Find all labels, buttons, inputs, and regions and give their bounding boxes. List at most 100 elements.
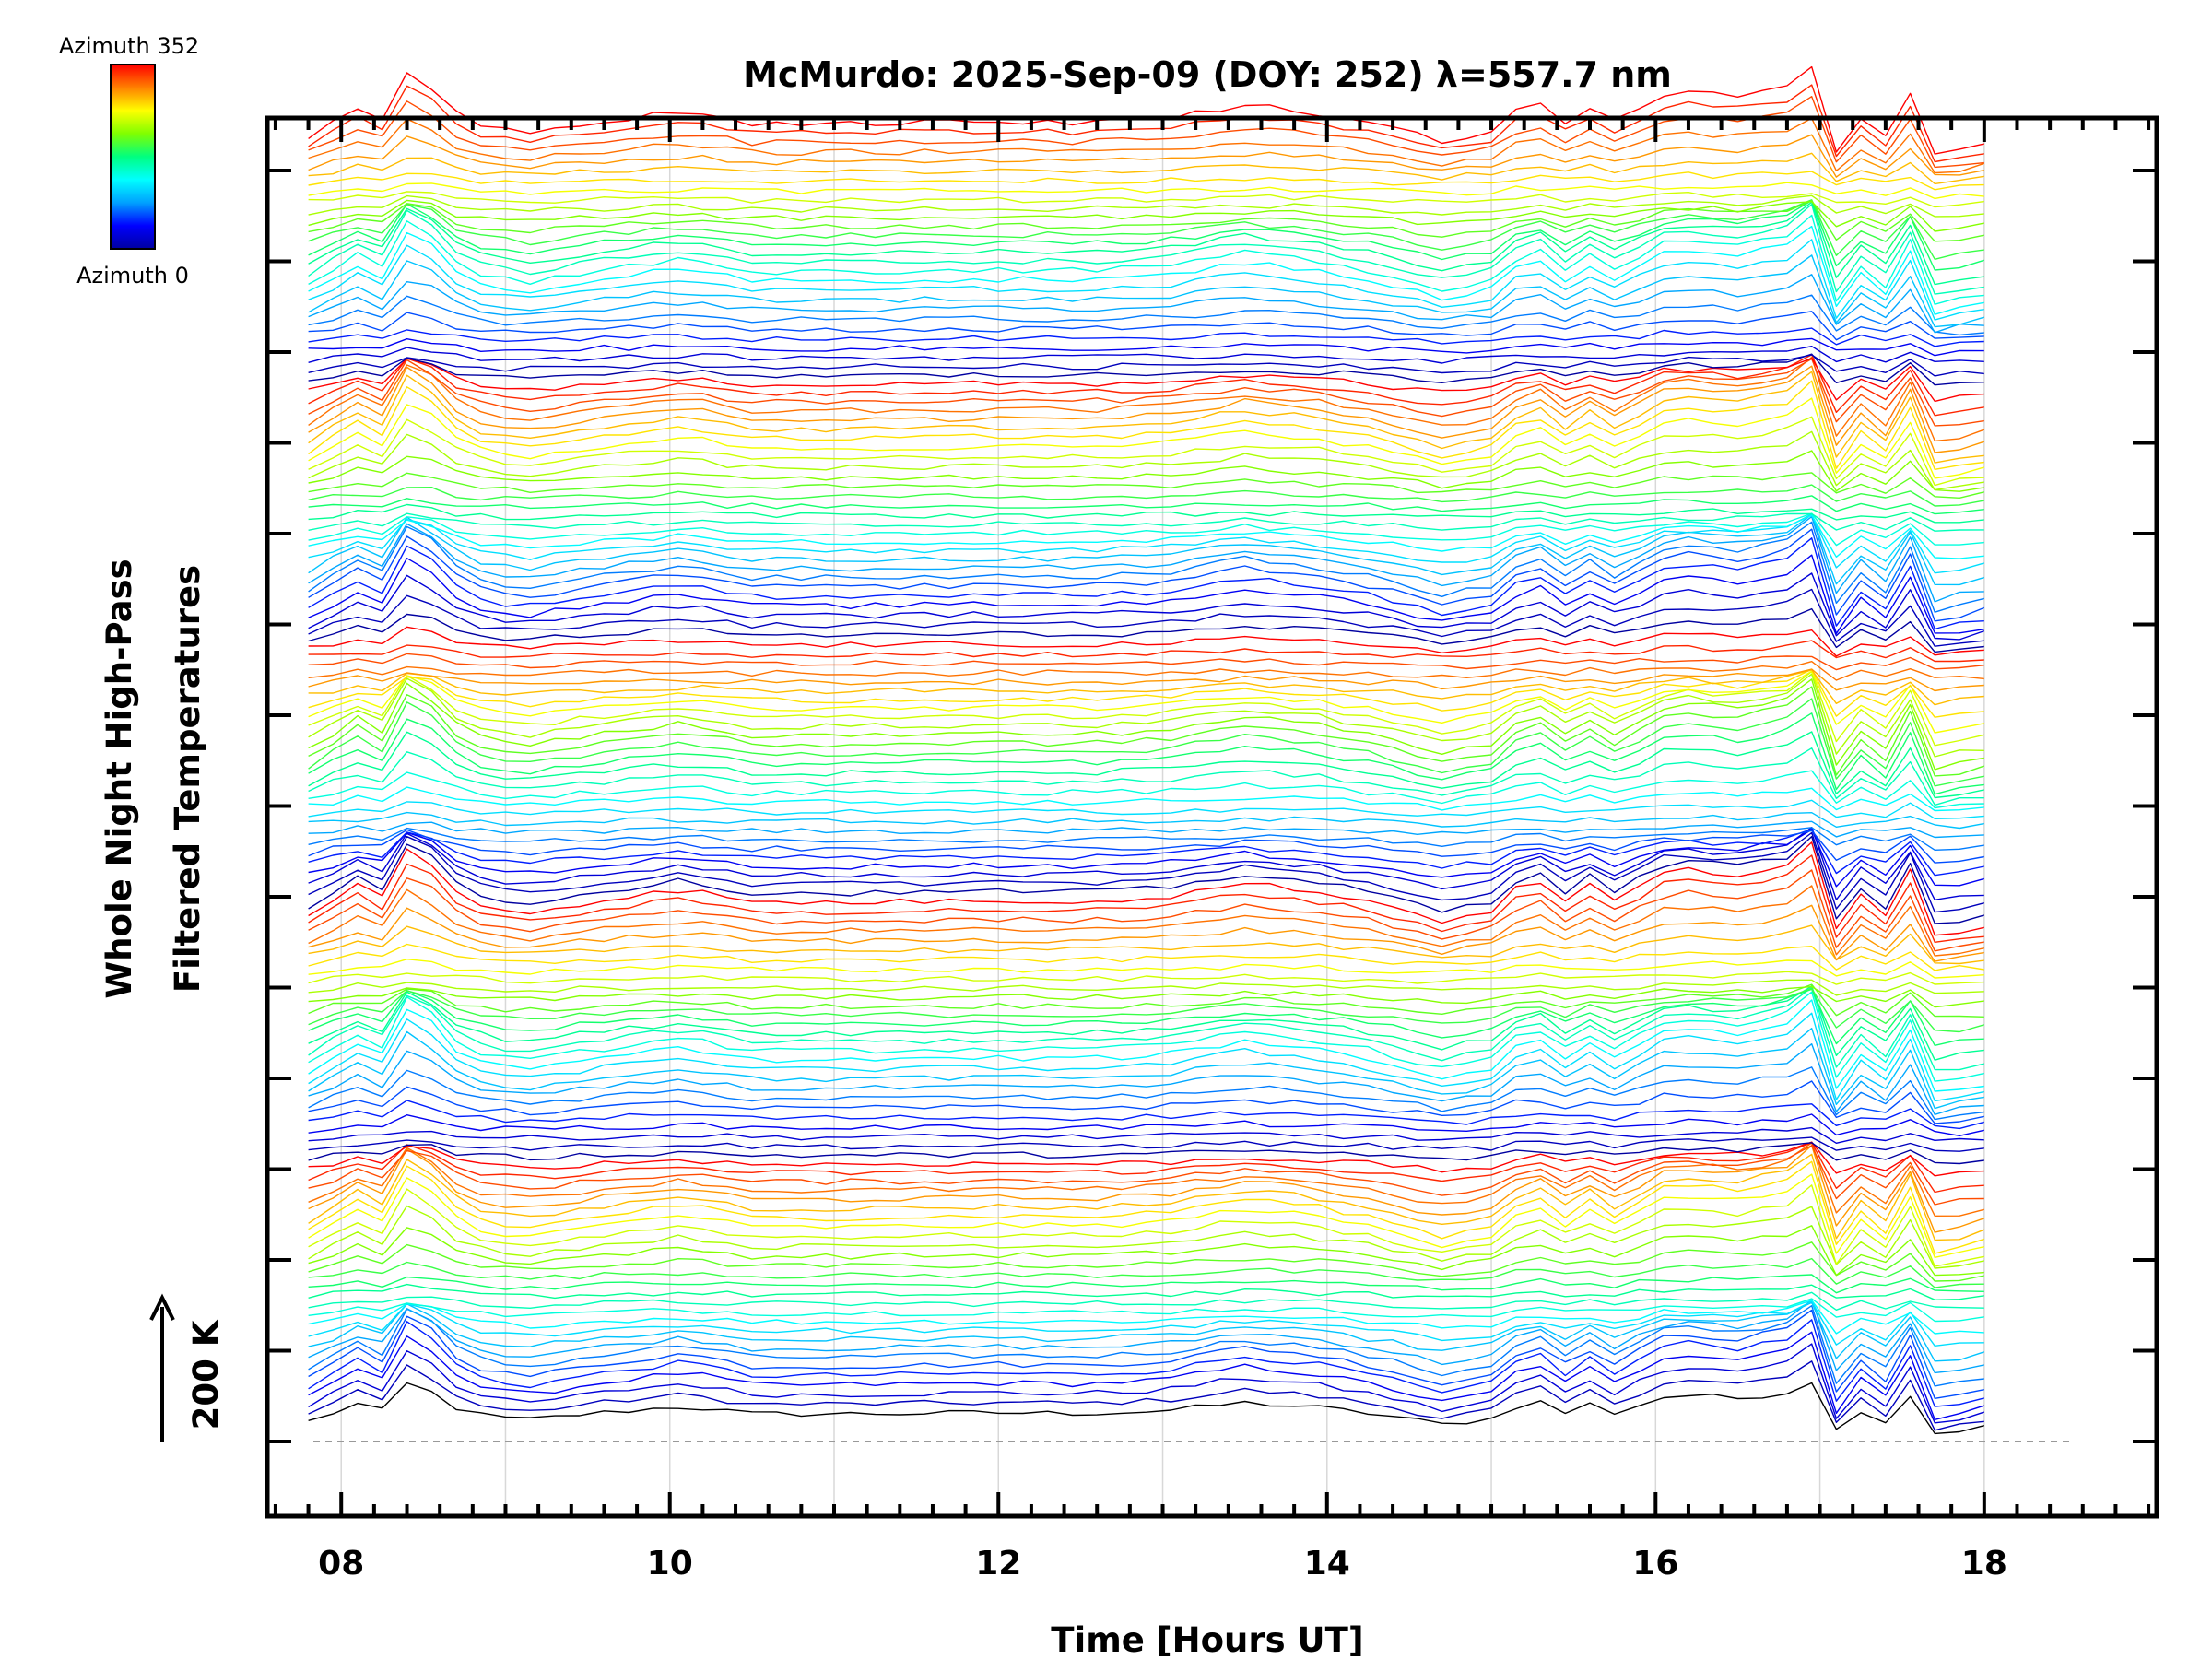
series-line: [308, 1225, 1984, 1277]
series-line: [308, 484, 1984, 507]
series-line: [308, 1136, 1984, 1152]
series-line: [308, 985, 1984, 1008]
series-line: [308, 371, 1984, 464]
colorbar: [110, 64, 156, 250]
series-line: [308, 199, 1984, 242]
series-line: [308, 1301, 1985, 1362]
series-line: [308, 356, 1985, 442]
x-tick-labels: 08 10 12 14 16 18: [318, 1545, 2007, 1583]
series-line: [308, 640, 1984, 663]
series-line: [308, 225, 1984, 315]
series-line: [308, 528, 1985, 622]
series-line: [308, 999, 1984, 1092]
series-line: [308, 712, 1984, 795]
series-line: [308, 626, 1984, 657]
series-line: [308, 1012, 1984, 1102]
series-line: [308, 1274, 1984, 1294]
series-line: [308, 1319, 1984, 1407]
x-tick-label: 10: [647, 1545, 693, 1583]
series-line: [308, 337, 1984, 357]
series-line: [308, 199, 1985, 271]
series-line: [308, 661, 1984, 681]
series-line: [308, 731, 1984, 799]
x-axis-label: Time [Hours UT]: [1051, 1620, 1363, 1659]
series-line: [308, 668, 1984, 692]
series-line: [308, 885, 1984, 957]
series-line: [308, 514, 1984, 559]
series-line: [308, 988, 1984, 1033]
series-line: [308, 503, 1984, 524]
plot-frame: [265, 115, 2159, 1519]
series-line: [308, 1173, 1984, 1258]
series-line: [308, 924, 1984, 965]
series-line: [308, 670, 1984, 734]
series-line: [308, 1298, 1984, 1323]
series-line: [308, 1309, 1984, 1399]
series-line: [308, 668, 1984, 718]
series-line: [308, 416, 1984, 487]
y-axis-label-line2: Filtered Temperatures: [168, 565, 207, 993]
series-line: [308, 521, 1984, 613]
series-line: [308, 1145, 1985, 1233]
series-line: [308, 430, 1984, 491]
series-line: [308, 1241, 1984, 1282]
series-line: [308, 1043, 1984, 1115]
series-line: [308, 991, 1984, 1082]
series-line: [308, 986, 1984, 1071]
colorbar-bottom-label: Azimuth 0: [76, 263, 189, 288]
series-line: [308, 1141, 1984, 1177]
series-line: [308, 1300, 1984, 1347]
series-line: [308, 869, 1984, 952]
y-axis-label-line1: Whole Night High-Pass: [100, 559, 139, 998]
series-line: [308, 1291, 1984, 1311]
series-line: [308, 607, 1984, 653]
series-line: [308, 1028, 1984, 1110]
scale-arrow-icon: [149, 1293, 175, 1321]
series-line: [308, 254, 1984, 328]
series-line: [308, 673, 1984, 758]
series-line: [308, 201, 1984, 286]
series-line: [308, 450, 1984, 492]
series-line: [308, 84, 1984, 163]
series-line: [308, 214, 1984, 305]
series-line: [308, 1283, 1984, 1300]
series-line: [308, 512, 1984, 547]
x-tick-label: 12: [975, 1545, 1021, 1583]
series-line: [308, 979, 1984, 996]
x-tick-label: 16: [1632, 1545, 1678, 1583]
series-line: [308, 274, 1984, 334]
series-line: [308, 747, 1984, 806]
series-line: [308, 365, 1985, 453]
series-line: [308, 96, 1984, 169]
series-line: [308, 1300, 1984, 1335]
series-line: [308, 588, 1984, 647]
trace-layer: [308, 65, 1985, 1435]
series-line: [308, 1184, 1984, 1267]
series-line: [308, 854, 1984, 943]
series-line: [308, 152, 1984, 185]
series-line: [308, 669, 1984, 706]
series-line: [308, 191, 1984, 208]
series-line: [308, 1142, 1984, 1165]
series-line: [308, 971, 1984, 985]
series-line: [308, 358, 1984, 403]
x-tick-label: 18: [1961, 1545, 2007, 1583]
series-line: [308, 194, 1984, 218]
series-line: [308, 820, 1984, 839]
series-line: [308, 199, 1984, 260]
series-line: [308, 841, 1984, 936]
scale-label: 200 K: [186, 1319, 226, 1430]
series-line: [308, 354, 1984, 377]
series-line: [308, 554, 1984, 634]
series-line: [308, 1205, 1984, 1269]
series-line: [308, 678, 1984, 771]
series-line: [308, 1080, 1984, 1124]
series-line: [308, 1113, 1984, 1136]
series-line: [308, 354, 1984, 417]
series-line: [308, 134, 1984, 178]
colorbar-top-label: Azimuth 352: [59, 33, 199, 59]
series-line: [308, 786, 1984, 812]
series-line: [308, 1257, 1984, 1288]
series-line: [308, 353, 1984, 386]
